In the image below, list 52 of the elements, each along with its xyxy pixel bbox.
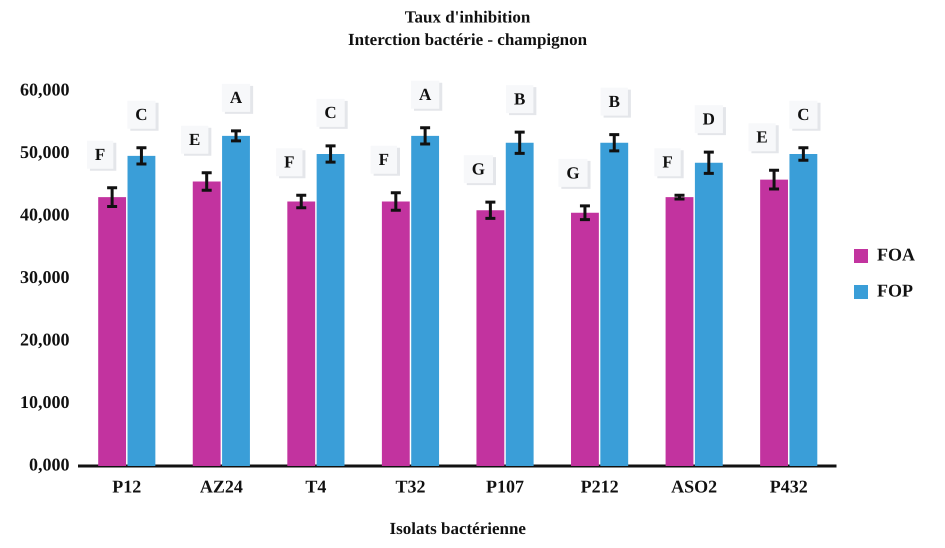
data-label: F	[284, 152, 294, 172]
x-axis-title: Isolats bactérienne	[390, 519, 526, 538]
data-label: E	[189, 130, 200, 150]
bar	[760, 180, 788, 466]
chart-title: Taux d'inhibition	[404, 8, 531, 27]
bar	[694, 162, 723, 466]
data-label: C	[324, 103, 337, 122]
y-tick-label: 40,000	[20, 204, 70, 225]
bar	[98, 197, 126, 466]
data-label: D	[702, 109, 715, 128]
y-tick-label: 0,000	[29, 454, 70, 475]
chart-subtitle: Interction bactérie - champignon	[348, 30, 588, 49]
data-label: C	[797, 105, 810, 124]
bar	[287, 201, 316, 466]
y-tick-label: 10,000	[20, 392, 70, 412]
bar	[382, 201, 410, 466]
y-tick-label: 20,000	[20, 330, 70, 350]
y-tick-label: 30,000	[20, 267, 70, 288]
x-tick-label: P212	[580, 476, 619, 496]
data-label: G	[472, 160, 485, 178]
data-label: G	[566, 163, 580, 182]
bar	[128, 156, 156, 466]
bar	[506, 142, 534, 466]
legend-label: FOP	[877, 280, 914, 301]
bar	[411, 136, 440, 466]
bar	[476, 210, 504, 466]
y-tick-label: 60,000	[20, 79, 70, 100]
x-tick-label: T32	[395, 476, 426, 496]
data-label: B	[514, 89, 526, 108]
x-tick-label: AZ24	[200, 476, 243, 496]
x-tick-label: T4	[305, 476, 326, 496]
data-label: F	[94, 145, 106, 164]
legend-label: FOA	[877, 244, 916, 265]
data-label: C	[135, 105, 148, 124]
data-label: F	[662, 152, 673, 172]
bar	[600, 142, 628, 466]
x-tick-label: P12	[112, 476, 142, 496]
bar	[192, 181, 221, 466]
bar	[789, 154, 818, 466]
data-label: B	[608, 92, 620, 111]
bar	[316, 154, 344, 466]
data-label: F	[378, 150, 390, 170]
x-tick-label: P432	[770, 476, 808, 496]
y-tick-label: 50,000	[20, 142, 70, 162]
bar	[222, 136, 250, 466]
x-tick-label: ASO2	[671, 476, 718, 496]
bar	[571, 212, 599, 466]
data-label: A	[230, 88, 243, 108]
data-label: E	[756, 128, 768, 147]
x-tick-label: P107	[486, 476, 524, 496]
data-label: A	[418, 85, 432, 104]
bar	[666, 197, 694, 466]
